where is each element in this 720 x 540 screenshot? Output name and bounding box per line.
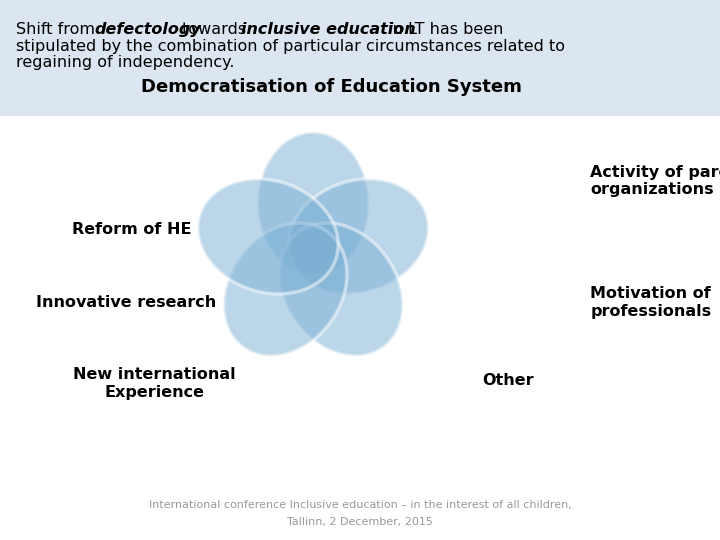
Text: Motivation of
professionals: Motivation of professionals [590,286,711,319]
Bar [0,0,720,116]
Ellipse shape [288,179,428,294]
Text: Other: Other [482,373,534,388]
Text: in LT has been: in LT has been [383,22,503,37]
Text: New international
Experience: New international Experience [73,367,236,400]
Text: Tallinn, 2 December, 2015: Tallinn, 2 December, 2015 [287,517,433,527]
Text: towards: towards [177,22,251,37]
Ellipse shape [279,223,402,356]
Ellipse shape [224,223,347,356]
Text: Innovative research: Innovative research [36,295,216,310]
Ellipse shape [258,132,369,275]
Text: regaining of independency.: regaining of independency. [16,56,235,70]
Text: stipulated by the combination of particular circumstances related to: stipulated by the combination of particu… [16,39,565,53]
Text: inclusive education: inclusive education [241,22,415,37]
Text: Shift from: Shift from [16,22,100,37]
Ellipse shape [198,179,338,294]
Text: Activity of parent
organizations: Activity of parent organizations [590,165,720,197]
Text: Democratisation of Education System: Democratisation of Education System [141,78,521,97]
Text: defectology: defectology [94,22,201,37]
Text: Reform of HE: Reform of HE [72,222,192,237]
Text: International conference Inclusive education – in the interest of all children,: International conference Inclusive educa… [148,500,572,510]
